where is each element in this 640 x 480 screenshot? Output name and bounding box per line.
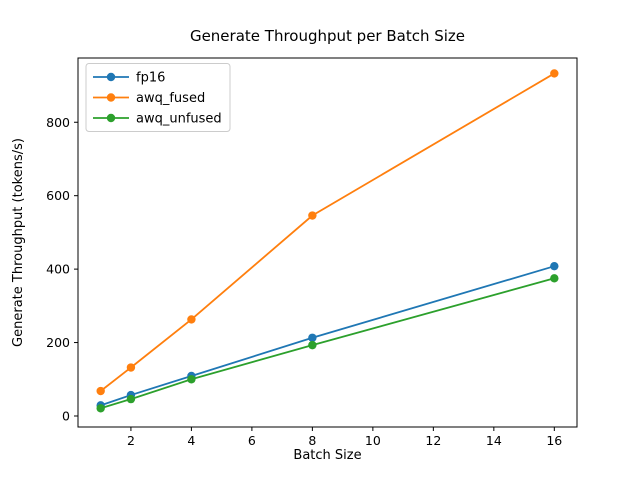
y-tick-label: 200 bbox=[46, 335, 70, 350]
series-marker-awq_unfused bbox=[96, 404, 105, 413]
legend-entry-awq_unfused: awq_unfused bbox=[93, 112, 222, 127]
series-marker-awq_fused bbox=[187, 315, 196, 324]
x-tick-label: 2 bbox=[127, 433, 135, 448]
series-marker-awq_unfused bbox=[187, 375, 196, 384]
x-tick-label: 10 bbox=[365, 433, 381, 448]
legend-entry-awq_fused: awq_fused bbox=[93, 91, 205, 106]
x-axis-ticks: 2 4 6 8 10 12 14 16 bbox=[127, 427, 562, 448]
legend-marker-sample bbox=[106, 93, 116, 102]
series-marker-awq_fused bbox=[550, 69, 559, 78]
y-tick-label: 600 bbox=[46, 188, 70, 203]
series-marker-awq_fused bbox=[308, 211, 317, 220]
series-marker-fp16 bbox=[550, 261, 559, 271]
series-marker-awq_unfused bbox=[126, 394, 136, 404]
series-marker-awq_fused bbox=[96, 386, 105, 396]
legend-marker-sample bbox=[106, 113, 116, 123]
legend-entry-fp16: fp16 bbox=[93, 71, 165, 86]
x-tick-label: 14 bbox=[486, 433, 502, 448]
series-marker-fp16 bbox=[308, 333, 317, 342]
x-tick-label: 16 bbox=[546, 433, 562, 448]
legend-label: fp16 bbox=[136, 71, 165, 86]
y-axis-ticks: 0 200 400 600 800 bbox=[46, 115, 78, 423]
x-tick-label: 4 bbox=[187, 433, 195, 448]
y-tick-label: 0 bbox=[62, 408, 70, 423]
data-series bbox=[96, 69, 559, 413]
y-tick-label: 800 bbox=[46, 115, 70, 130]
legend-marker-sample bbox=[106, 72, 116, 82]
series-marker-awq_unfused bbox=[550, 274, 559, 283]
legend-label: awq_unfused bbox=[136, 112, 222, 127]
x-axis-label: Batch Size bbox=[293, 448, 361, 463]
x-tick-label: 6 bbox=[248, 433, 256, 448]
legend: fp16 awq_fused awq_unfused bbox=[85, 63, 231, 132]
x-tick-label: 12 bbox=[425, 433, 441, 448]
series-marker-awq_unfused bbox=[308, 340, 317, 350]
chart-title: Generate Throughput per Batch Size bbox=[190, 27, 465, 45]
x-tick-label: 8 bbox=[308, 433, 316, 448]
series-marker-awq_fused bbox=[126, 363, 136, 372]
y-tick-label: 400 bbox=[46, 262, 70, 277]
y-axis-label: Generate Throughput (tokens/s) bbox=[11, 138, 26, 347]
legend-box bbox=[85, 63, 231, 132]
legend-label: awq_fused bbox=[136, 91, 205, 106]
